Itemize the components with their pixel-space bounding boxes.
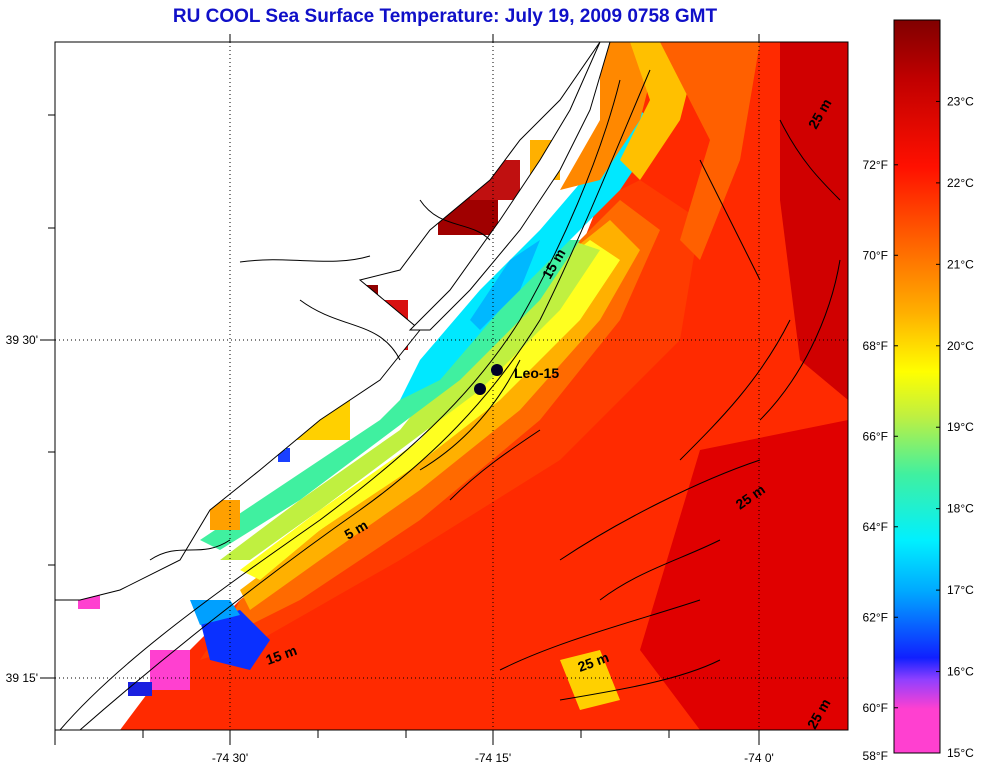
colorbar-fahrenheit-label: 66°F — [863, 429, 888, 443]
lon-label-2: -74 15' — [475, 751, 511, 765]
lat-label-2: 39 15' — [6, 671, 38, 685]
colorbar-fahrenheit-label: 70°F — [863, 248, 888, 262]
colorbar-fahrenheit-label: 62°F — [863, 610, 888, 624]
depth-contour-5m — [59, 79, 621, 730]
map-frame — [54, 41, 849, 731]
colorbar-celsius-label: 20°C — [947, 339, 974, 353]
grid-lines — [55, 42, 848, 730]
colorbar-celsius-label: 23°C — [947, 94, 974, 108]
colorbar-fahrenheit-label: 64°F — [863, 520, 888, 534]
colorbar-celsius-label: 17°C — [947, 583, 974, 597]
colorbar — [893, 19, 941, 754]
colorbar-fahrenheit-label: 60°F — [863, 701, 888, 715]
axis-ticks — [40, 34, 760, 745]
station-marker-1 — [491, 364, 503, 376]
colorbar-celsius-label: 16°C — [947, 665, 974, 679]
lon-label-3: -74 0' — [744, 751, 774, 765]
colorbar-fahrenheit-label: 68°F — [863, 339, 888, 353]
colorbar-fahrenheit-label: 58°F — [863, 749, 888, 763]
colorbar-fahrenheit-label: 72°F — [863, 158, 888, 172]
colorbar-celsius-label: 22°C — [947, 176, 974, 190]
colorbar-ticks — [894, 100, 940, 754]
station-marker-2 — [474, 383, 486, 395]
colorbar-celsius-label: 15°C — [947, 746, 974, 760]
colorbar-celsius-label: 21°C — [947, 257, 974, 271]
sst-field — [55, 42, 848, 730]
depth-contour-25m — [419, 259, 841, 701]
lon-label-1: -74 30' — [212, 751, 248, 765]
map-title: RU COOL Sea Surface Temperature: July 19… — [172, 6, 718, 27]
lat-label-1: 39 30' — [6, 333, 38, 347]
depth-contour-15m — [79, 69, 651, 730]
colorbar-celsius-label: 19°C — [947, 420, 974, 434]
station-label: Leo-15 — [514, 365, 559, 381]
colorbar-celsius-label: 18°C — [947, 502, 974, 516]
